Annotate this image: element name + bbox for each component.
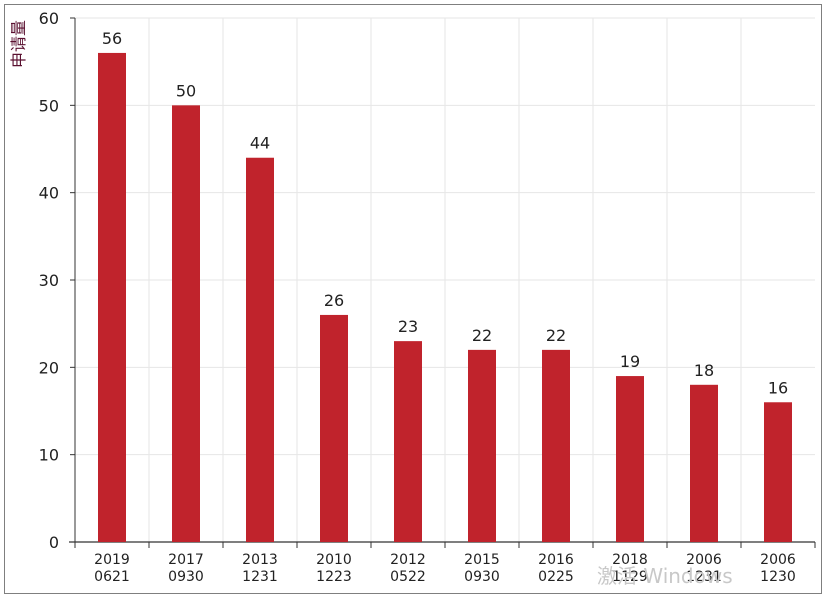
x-tick-label: 2019 0621 [94, 552, 130, 585]
y-tick-label: 50 [39, 96, 59, 115]
data-label: 56 [102, 29, 122, 48]
x-tick-label: 2015 0930 [464, 552, 500, 585]
x-tick-label-line: 0225 [538, 569, 574, 585]
y-axis-title: 申请量 [9, 20, 28, 68]
x-tick-label: 2016 0225 [538, 552, 574, 585]
bar [764, 402, 792, 542]
x-tick-label-line: 2010 [316, 552, 352, 568]
x-tick-label-line: 1223 [316, 569, 352, 585]
x-tick-label-line: 2006 [760, 552, 796, 568]
y-tick-label: 20 [39, 358, 59, 377]
data-label: 26 [324, 291, 344, 310]
bar [468, 349, 496, 542]
x-tick-label: 2018 1129 [612, 552, 648, 585]
x-tick-label-line: 1129 [612, 569, 648, 585]
data-label: 50 [176, 81, 196, 100]
x-tick-label-line: 2019 [94, 552, 130, 568]
bar [172, 105, 200, 542]
x-tick-label-line: 2012 [390, 552, 426, 568]
bar [542, 349, 570, 542]
bar [690, 384, 718, 542]
bar [616, 376, 644, 542]
y-tick-label: 60 [39, 9, 59, 28]
data-label: 23 [398, 317, 418, 336]
x-tick-label-line: 1230 [760, 569, 796, 585]
y-tick-label: 30 [39, 271, 59, 290]
bar [394, 341, 422, 542]
data-label: 22 [472, 326, 492, 345]
x-tick-label-line: 2016 [538, 552, 574, 568]
data-label: 16 [768, 378, 788, 397]
y-tick-label: 0 [49, 533, 59, 552]
data-label: 44 [250, 134, 270, 153]
x-tick-label: 2006 1230 [760, 552, 796, 585]
x-tick-label-line: 1231 [686, 569, 722, 585]
watermark-text: 激活 Windows [597, 564, 733, 588]
bar [98, 52, 126, 542]
x-tick-label-line: 1231 [242, 569, 278, 585]
x-tick-label-line: 2013 [242, 552, 278, 568]
x-tick-label-line: 0522 [390, 569, 426, 585]
x-tick-label-line: 2006 [686, 552, 722, 568]
x-tick-label-line: 2018 [612, 552, 648, 568]
x-tick-label-line: 2017 [168, 552, 204, 568]
x-tick-label: 2017 0930 [168, 552, 204, 585]
data-label: 22 [546, 326, 566, 345]
x-tick-label-line: 0930 [464, 569, 500, 585]
x-tick-label-line: 2015 [464, 552, 500, 568]
bars [98, 52, 792, 542]
x-tick-label: 2006 1231 [686, 552, 722, 585]
x-tick-label: 2012 0522 [390, 552, 426, 585]
x-tick-label-line: 0621 [94, 569, 130, 585]
x-tick-label: 2010 1223 [316, 552, 352, 585]
x-tick-label: 2013 1231 [242, 552, 278, 585]
bar [320, 314, 348, 542]
y-tick-label: 10 [39, 446, 59, 465]
bar [246, 157, 274, 542]
y-tick-label: 40 [39, 184, 59, 203]
x-tick-label-line: 0930 [168, 569, 204, 585]
data-label: 19 [620, 352, 640, 371]
data-label: 18 [694, 361, 714, 380]
